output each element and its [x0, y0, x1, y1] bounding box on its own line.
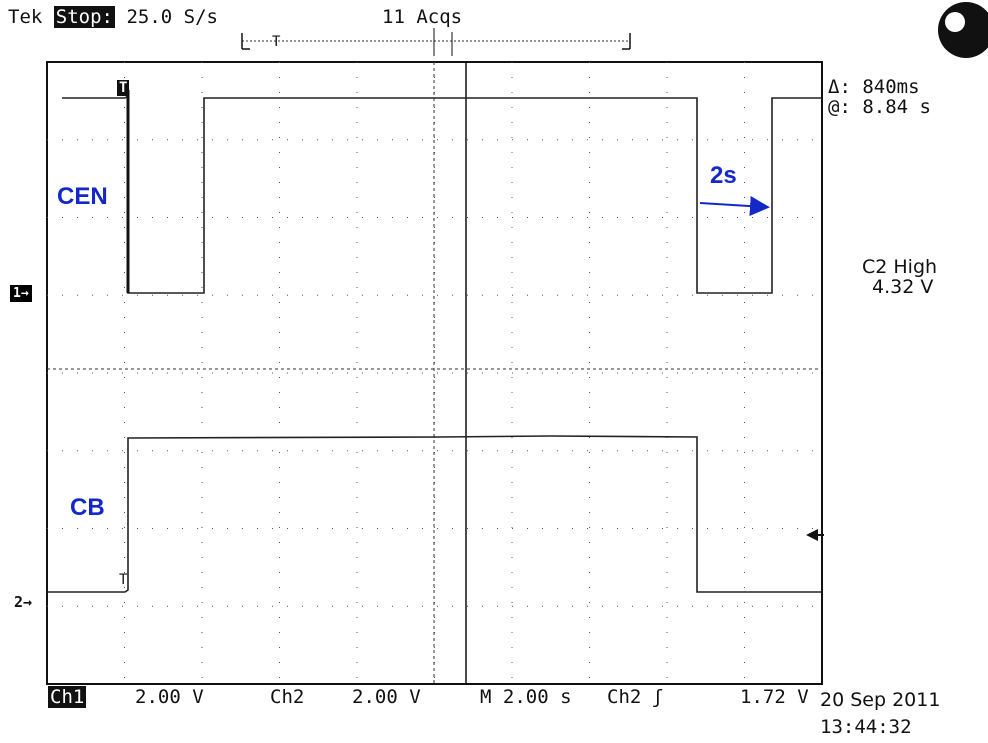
trigger-slope-icon: ʃ	[652, 686, 664, 708]
graticule-grid	[47, 62, 822, 684]
timebase: M 2.00 s	[480, 686, 572, 708]
recording-dot-icon	[938, 2, 988, 58]
delta-readout: Δ: 840ms	[828, 76, 920, 98]
sample-rate: 25.0 S/s	[126, 6, 218, 28]
period-annotation: 2s	[710, 162, 737, 189]
time-readout: 13:44:32	[820, 716, 912, 738]
trigger-label: C2 High	[862, 256, 938, 278]
run-state[interactable]: Stop:	[53, 6, 115, 28]
ch2-label[interactable]: Ch2	[270, 686, 305, 708]
trigger-source: Ch2	[607, 686, 642, 708]
brand-label: Tek	[8, 6, 43, 28]
at-readout: @: 8.84 s	[828, 96, 931, 118]
trigger-level: 1.72 V	[740, 686, 809, 708]
ch2-scale: 2.00 V	[352, 686, 421, 708]
header-bar: Tek Stop: 25.0 S/s	[8, 6, 218, 28]
ch2-cb-trace	[47, 435, 822, 593]
ch2-trigger-marker: T	[119, 572, 128, 588]
ch1-trigger-marker: T	[117, 80, 130, 96]
ch1-label[interactable]: Ch1	[48, 686, 87, 708]
trigger-level-pointer-icon	[806, 529, 818, 541]
trigger-value: 4.32 V	[872, 276, 934, 298]
cen-annotation: CEN	[57, 183, 108, 210]
cb-annotation: CB	[70, 494, 105, 521]
ch1-ground-marker[interactable]: 1→	[10, 285, 32, 302]
record-view-bracket	[241, 28, 631, 56]
ch1-scale: 2.00 V	[135, 686, 204, 708]
record-trigger-marker: T	[272, 34, 281, 50]
footer-bar: Ch1	[48, 686, 87, 708]
period-arrow	[699, 196, 770, 217]
acquisitions-count: 11 Acqs	[382, 6, 463, 28]
date-readout: 20 Sep 2011	[820, 689, 941, 711]
ch2-ground-marker[interactable]: 2→	[14, 593, 33, 611]
ch1-cen-trace	[62, 94, 822, 294]
